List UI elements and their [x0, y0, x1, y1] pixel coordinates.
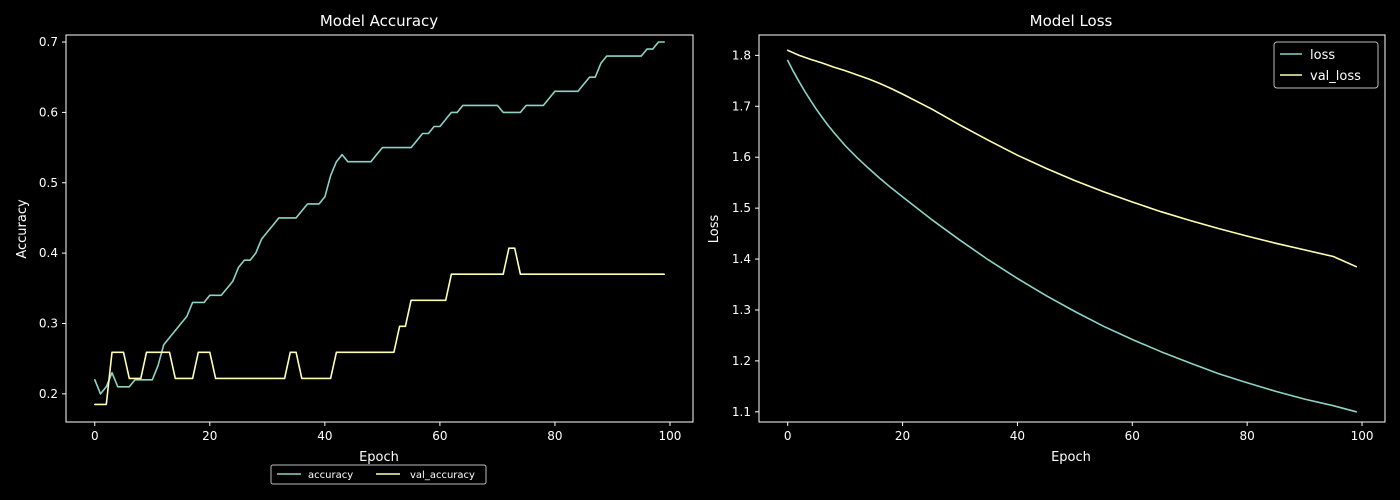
y-tick-label: 0.2 [39, 387, 58, 401]
chart-title: Model Accuracy [320, 12, 438, 30]
x-tick-label: 80 [1240, 429, 1255, 443]
series-line-val-accuracy [94, 247, 666, 406]
series-line-val-loss [786, 49, 1358, 268]
y-tick-label: 1.3 [732, 303, 751, 317]
x-tick-label: 20 [202, 429, 217, 443]
y-axis-label: Accuracy [15, 199, 30, 259]
y-tick-label: 1.5 [732, 201, 751, 215]
chart-title: Model Loss [1030, 12, 1113, 30]
axis-ticks: 0 20 40 60 80 100 0.2 0.3 0.4 0.5 0.6 0.7 [39, 35, 682, 443]
legend-label-accuracy: accuracy [308, 470, 353, 481]
legend-label-val-loss: val_loss [1310, 69, 1361, 84]
y-tick-label: 1.2 [732, 354, 751, 368]
loss-chart: Model Loss Epoch Loss 0 20 40 60 80 100 1.1 1.2… [707, 12, 1386, 465]
y-axis-label: Loss [707, 215, 722, 244]
accuracy-chart: Model Accuracy Epoch Accuracy 0 20 40 60 80 1… [15, 12, 694, 485]
series-line-accuracy [94, 41, 666, 395]
plot-frame [65, 34, 694, 423]
y-tick-label: 0.4 [39, 246, 58, 260]
legend-label-loss: loss [1310, 48, 1335, 63]
series-line-loss [786, 59, 1358, 413]
y-tick-label: 0.7 [39, 35, 58, 49]
y-tick-label: 1.6 [732, 150, 751, 164]
legend: loss val_loss [1273, 41, 1379, 89]
x-tick-label: 100 [659, 429, 682, 443]
x-tick-label: 100 [1351, 429, 1374, 443]
x-axis-label: Epoch [359, 450, 399, 465]
x-tick-label: 80 [547, 429, 562, 443]
y-tick-label: 1.7 [732, 99, 751, 113]
series-lines [94, 41, 666, 406]
series-lines [786, 49, 1358, 413]
x-axis-label: Epoch [1051, 450, 1091, 465]
plot-frame [758, 34, 1386, 423]
x-tick-label: 0 [784, 429, 792, 443]
x-tick-label: 40 [317, 429, 332, 443]
x-tick-label: 60 [432, 429, 447, 443]
x-tick-label: 40 [1010, 429, 1025, 443]
y-tick-label: 0.6 [39, 105, 58, 119]
x-tick-label: 0 [91, 429, 99, 443]
x-tick-label: 60 [1125, 429, 1140, 443]
y-tick-label: 0.3 [39, 316, 58, 330]
y-tick-label: 0.5 [39, 176, 58, 190]
legend: accuracy val_accuracy [270, 464, 487, 485]
axis-ticks: 0 20 40 60 80 100 1.1 1.2 1.3 1.4 1.5 1.6 1.7 1.8 [732, 48, 1374, 443]
y-tick-label: 1.4 [732, 252, 751, 266]
legend-label-val-accuracy: val_accuracy [410, 470, 475, 481]
y-tick-label: 1.8 [732, 48, 751, 62]
y-tick-label: 1.1 [732, 405, 751, 419]
x-tick-label: 20 [895, 429, 910, 443]
